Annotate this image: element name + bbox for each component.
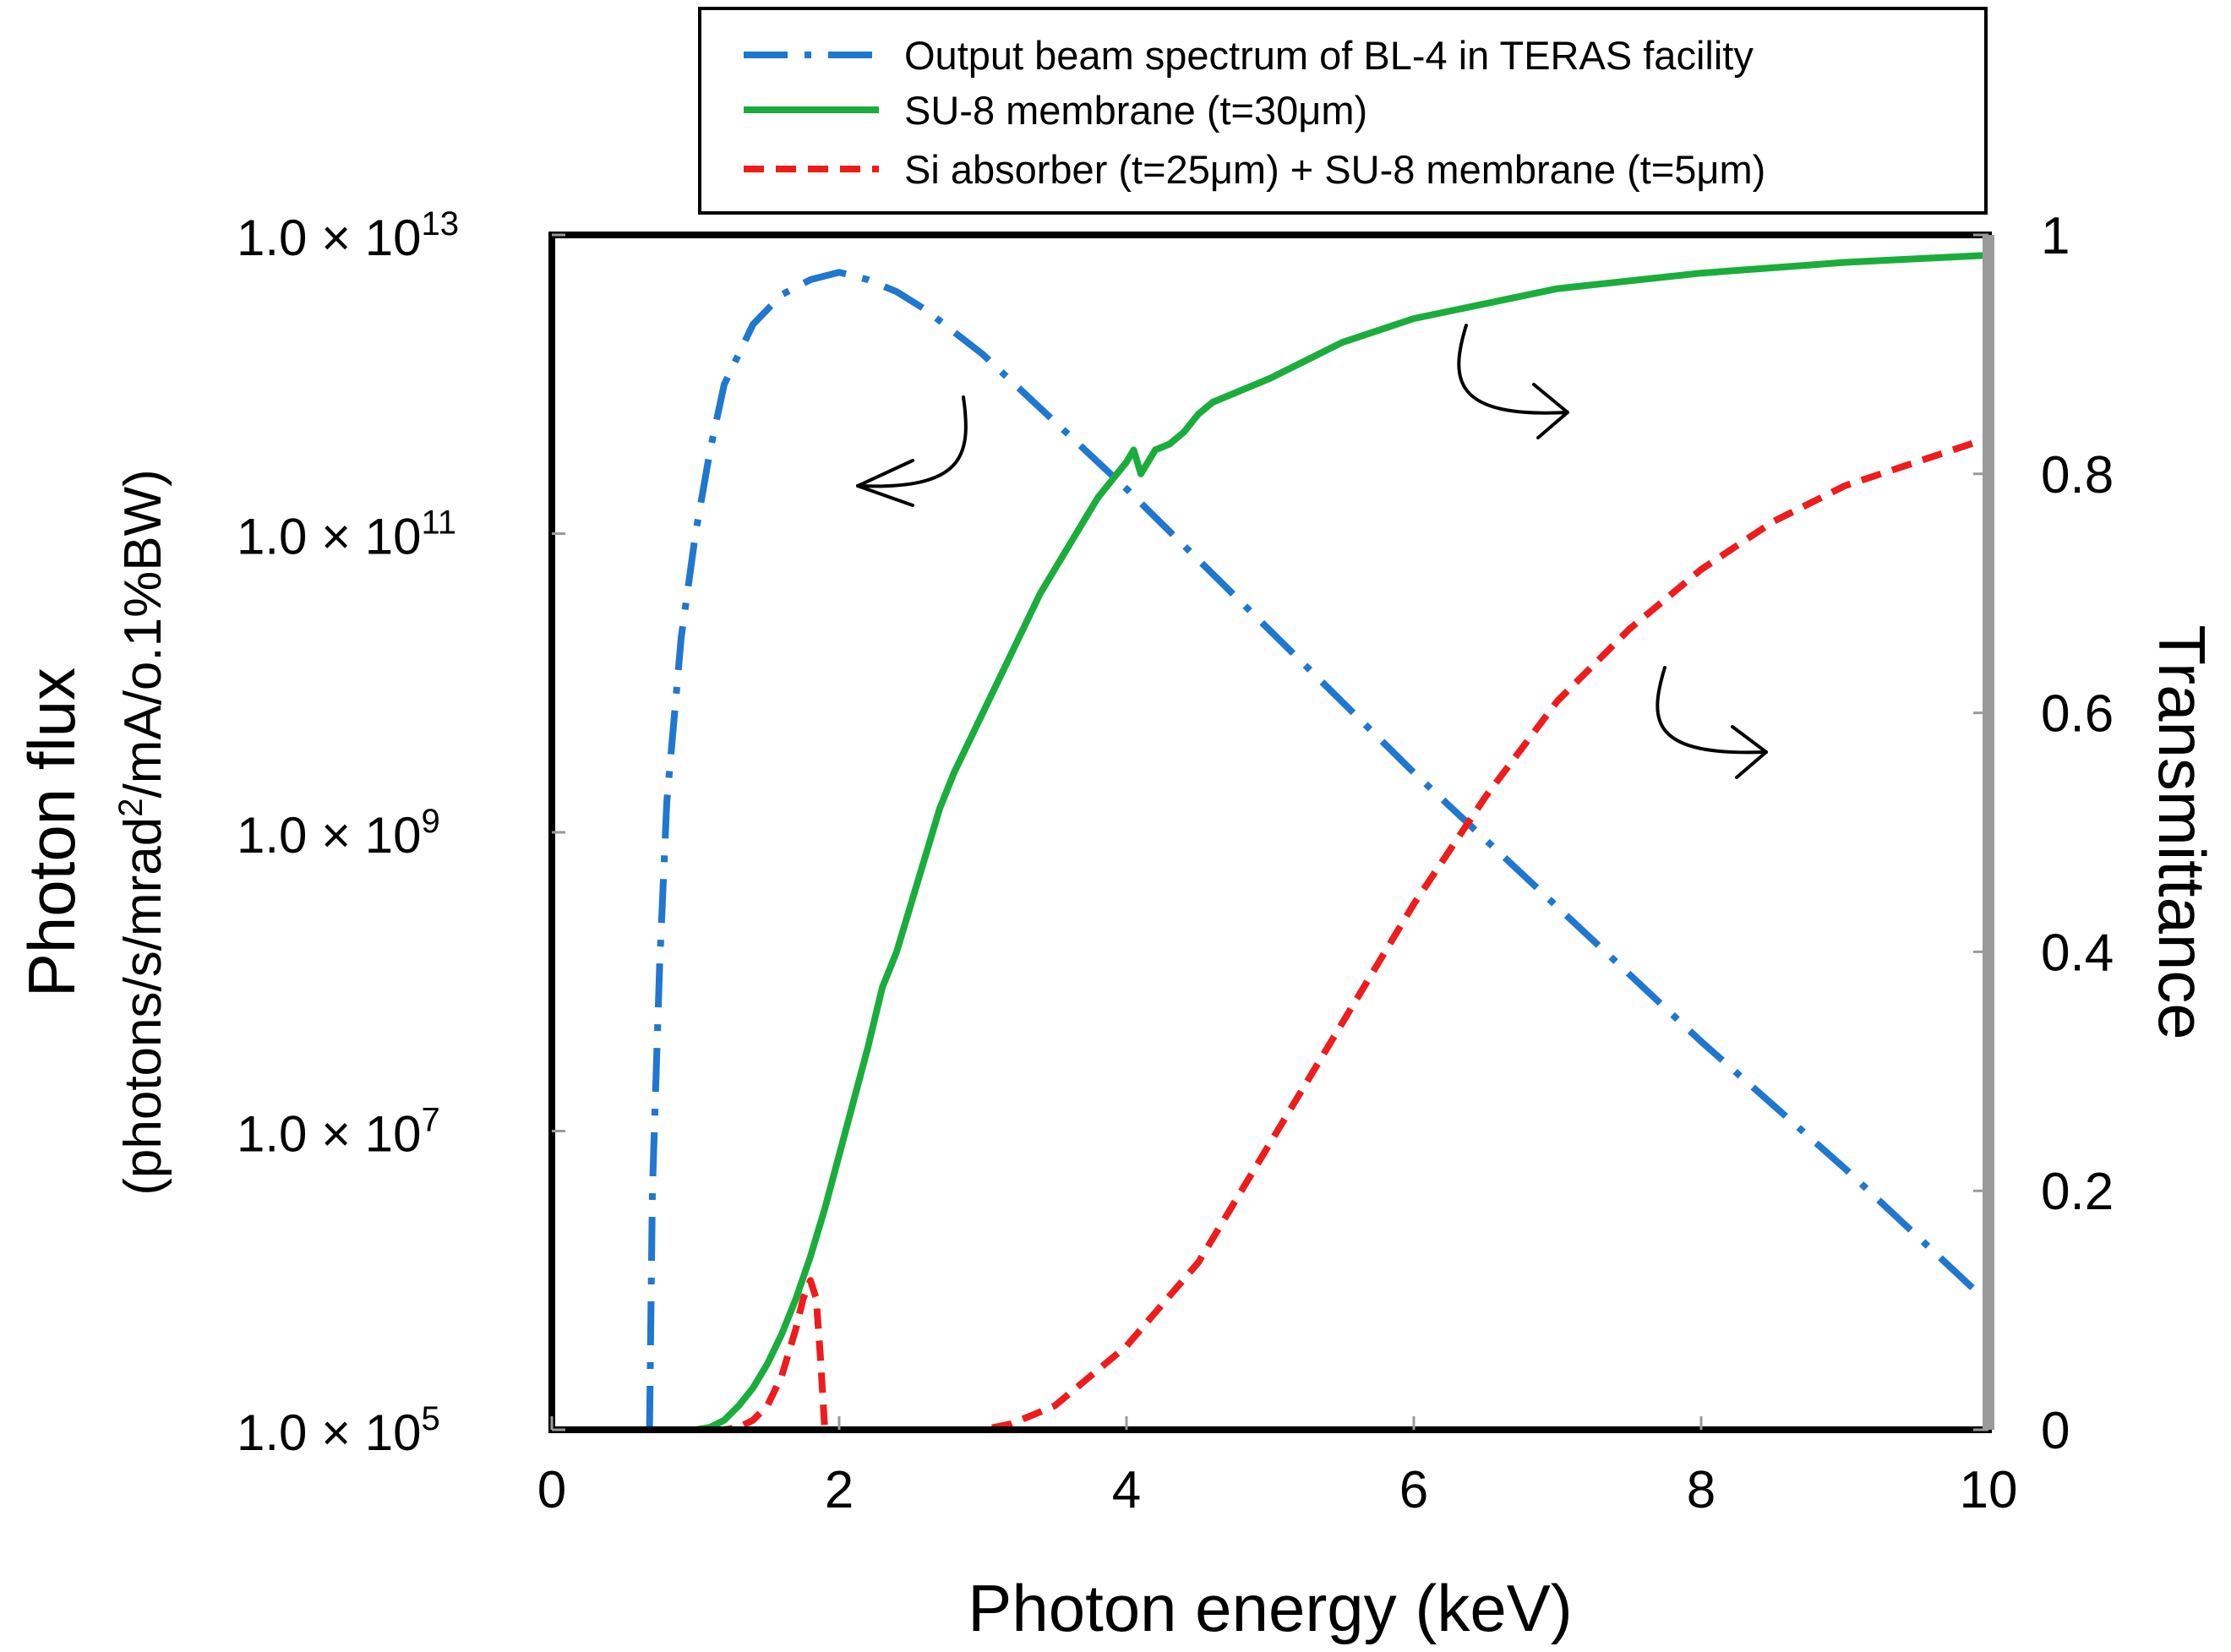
right-y-axis-ticks: 0 0.2 0.4 0.6 0.8 1 [1973,207,2114,1460]
legend-label-su8-membrane: SU-8 membrane (t=30μm) [904,88,1367,133]
arrow-si-to-right-axis [1656,666,1768,779]
right-y-tick-label: 0.6 [2041,685,2114,744]
right-y-tick-label: 0.2 [2041,1163,2114,1221]
x-tick-label: 8 [1687,1461,1716,1519]
right-y-tick-label: 1 [2041,207,2070,265]
right-y-tick-label: 0.8 [2041,446,2114,504]
arrow-su8-to-right-axis [1457,324,1569,439]
x-tick-label: 10 [1960,1461,2018,1519]
x-tick-label: 0 [537,1461,566,1519]
x-axis-title: Photon energy (keV) [968,1571,1572,1645]
left-y-axis-title: Photon flux [14,668,89,997]
legend-box [698,7,1988,215]
x-tick-label: 4 [1112,1461,1141,1519]
series-line-su8-membrane [552,252,1989,1433]
legend: Output beam spectrum of BL-4 in TERAS fa… [698,7,1988,215]
right-y-tick-label: 0.4 [2041,924,2114,982]
left-y-axis-units: (photons/s/mrad2/mA/o.1%BW) [112,469,172,1196]
left-y-tick-label: 1.0 × 1011 [237,504,456,565]
annotation-arrows [856,324,1768,779]
x-axis-ticks: 0 2 4 6 8 10 [537,1416,2018,1519]
legend-label-si-absorber: Si absorber (t=25μm) + SU-8 membrane (t=… [904,147,1765,192]
arrow-beam-to-left-axis [856,395,968,507]
x-tick-label: 6 [1399,1461,1428,1519]
left-y-axis-ticks: 1.0 × 105 1.0 × 107 1.0 × 109 1.0 × 1011 1.0… [237,205,565,1461]
right-y-axis-title: Transmittance [2145,624,2219,1039]
legend-label-beam-spectrum: Output beam spectrum of BL-4 in TERAS fa… [904,33,1754,78]
series-line-si-absorber [552,434,1990,1433]
right-y-tick-label: 0 [2041,1402,2070,1460]
x-tick-label: 2 [825,1461,854,1519]
left-y-tick-label: 1.0 × 107 [237,1102,440,1163]
left-y-tick-label: 1.0 × 105 [237,1400,440,1461]
series-line-beam-spectrum [646,269,1991,1431]
left-y-tick-label: 1.0 × 109 [237,803,440,864]
plot-layer [552,252,1991,1433]
left-y-tick-label: 1.0 × 1013 [237,205,459,266]
